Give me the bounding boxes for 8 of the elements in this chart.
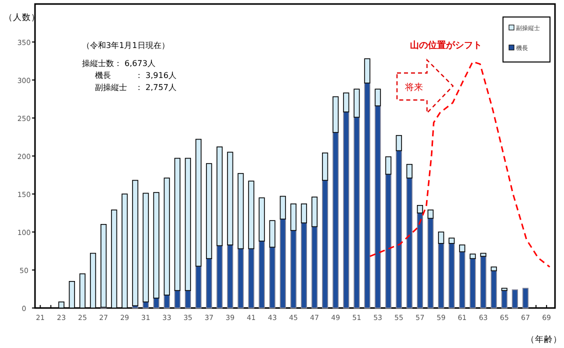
x-axis-title: （年齢） [526, 334, 562, 345]
annotation: 機長 ： 3,916人 [95, 71, 176, 80]
annotation: 操縦士数： 6,673人 [82, 59, 156, 68]
y-axis-title: （人数） [4, 12, 40, 23]
annotation: （令和3年1月1日現在） [82, 41, 170, 50]
annotation: 将来 [404, 82, 423, 93]
annotation: 山の位置がシフト [410, 40, 482, 51]
annotation: 副操縦士 ： 2,757人 [95, 83, 176, 92]
